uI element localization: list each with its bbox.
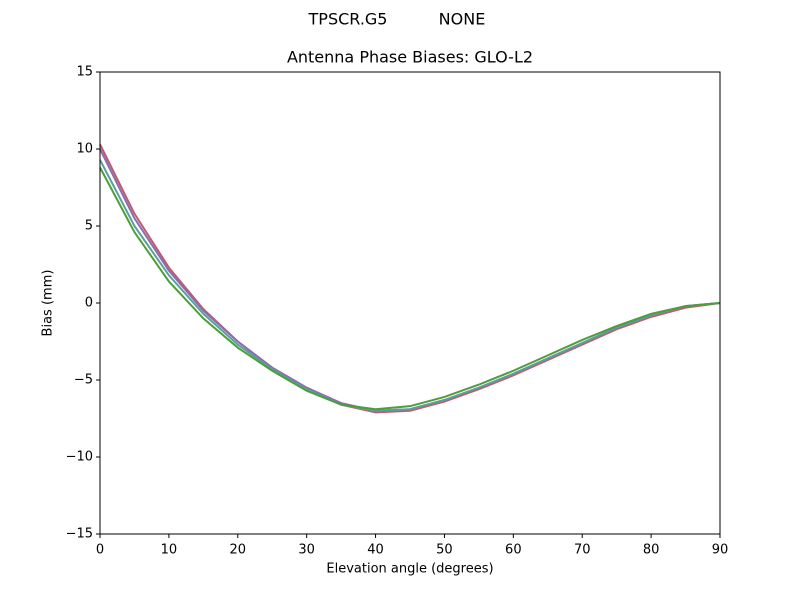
y-tick-label: 15 <box>76 65 93 80</box>
y-tick-label: 10 <box>76 142 93 157</box>
x-tick-label: 30 <box>298 543 315 558</box>
y-tick-label: 0 <box>85 296 93 311</box>
series-line <box>99 167 721 411</box>
x-tick-label: 20 <box>230 543 247 558</box>
y-axis-label: Bias (mm) <box>41 270 56 337</box>
suptitle-radome: NONE <box>439 10 486 29</box>
y-tick-label: −15 <box>66 527 93 542</box>
x-tick-label: 40 <box>367 543 384 558</box>
y-tick-label: −5 <box>74 373 93 388</box>
x-tick-label: 50 <box>436 543 453 558</box>
chart-title: Antenna Phase Biases: GLO-L2 <box>287 48 533 67</box>
series-line <box>99 143 721 414</box>
x-tick-label: 80 <box>643 543 660 558</box>
plot-frame <box>99 71 721 535</box>
y-tick-label: −10 <box>66 450 93 465</box>
x-tick-label: 0 <box>96 543 104 558</box>
suptitle-antenna: TPSCR.G5 <box>308 10 388 29</box>
x-tick-label: 60 <box>505 543 522 558</box>
series-line <box>99 159 721 412</box>
x-tick-label: 90 <box>712 543 729 558</box>
x-tick-label: 70 <box>574 543 591 558</box>
series-line <box>99 148 721 412</box>
x-axis-label: Elevation angle (degrees) <box>326 562 493 577</box>
y-tick-label: 5 <box>85 219 93 234</box>
x-tick-label: 10 <box>161 543 178 558</box>
